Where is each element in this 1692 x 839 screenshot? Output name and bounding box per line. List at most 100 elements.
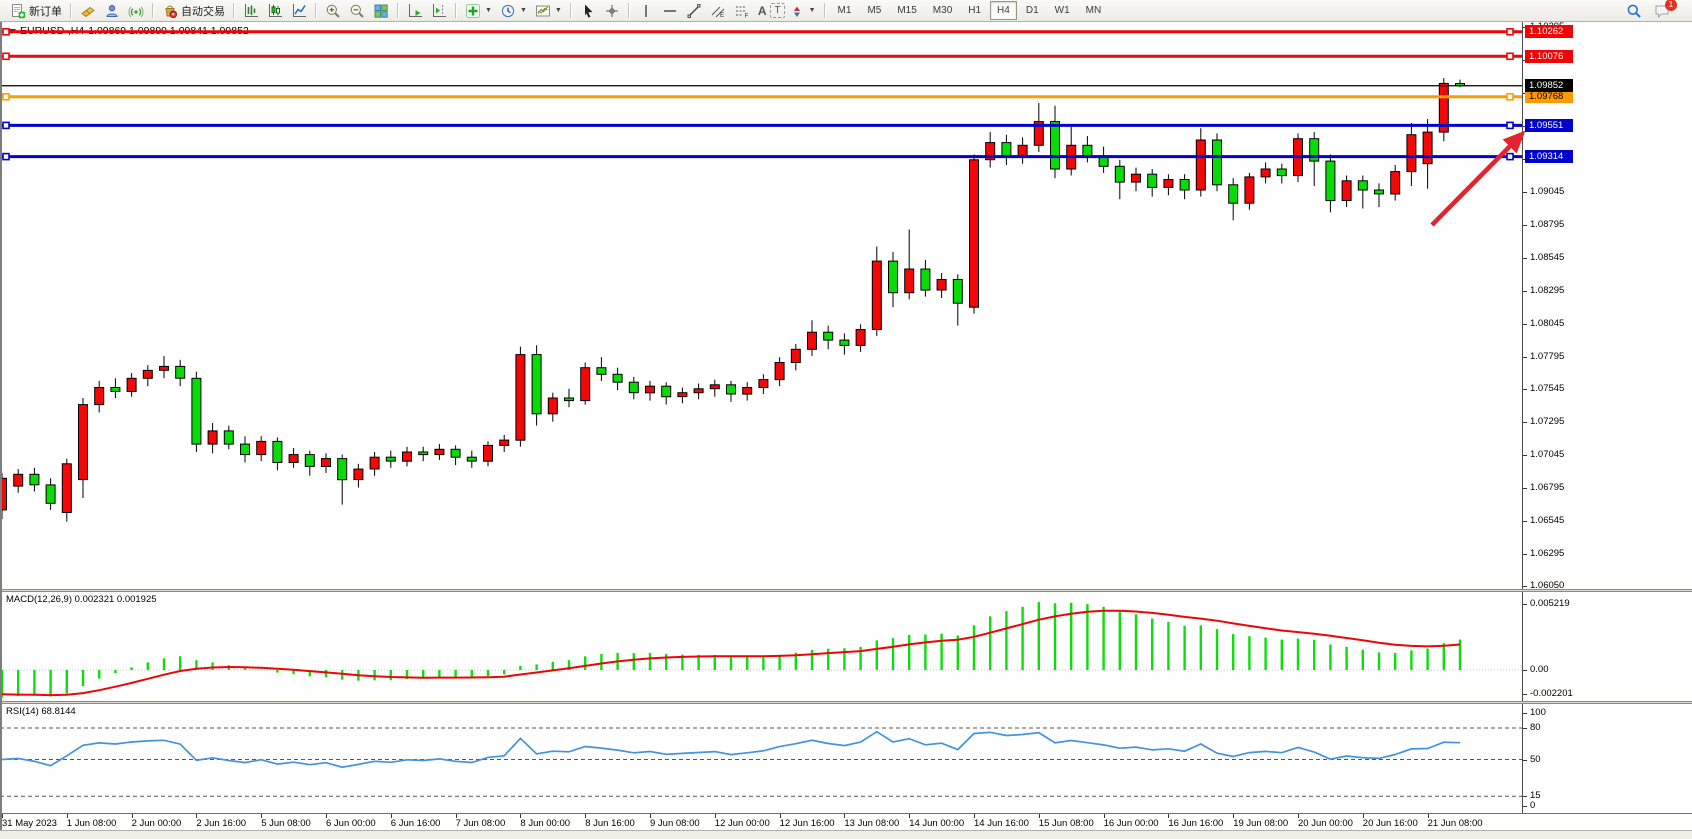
- auto-scroll-button[interactable]: [403, 1, 427, 21]
- periods-button[interactable]: ▼: [496, 1, 531, 21]
- time-axis-tick-mark: [1427, 814, 1429, 818]
- price-axis-tick-label: 1.07545: [1530, 383, 1565, 394]
- new-order-icon: [12, 3, 26, 18]
- price-pane-canvas[interactable]: [0, 22, 1692, 589]
- chevron-down-icon: ▼: [808, 7, 816, 14]
- axis-tick-mark: [1523, 291, 1527, 292]
- timeframe-button-h4[interactable]: H4: [990, 1, 1017, 20]
- zoom-out-button[interactable]: [345, 1, 369, 21]
- hline-price-badge: 1.10076: [1525, 50, 1573, 63]
- cursor-tool-button[interactable]: [576, 1, 600, 21]
- axis-tick-mark: [1523, 357, 1527, 358]
- channel-tool-button[interactable]: E: [706, 1, 730, 21]
- price-axis-tick-label: 1.07795: [1530, 351, 1565, 362]
- axis-tick-mark: [1523, 796, 1527, 797]
- time-axis[interactable]: 31 May 2023 1 Jun 08:00 2 Jun 00:00 2 Jun 1…: [0, 813, 1692, 831]
- rsi-level-label: 15: [1530, 790, 1541, 801]
- chart-line-button[interactable]: [287, 1, 311, 21]
- chart-candles-button[interactable]: [263, 1, 287, 21]
- bar-chart-icon: [245, 3, 258, 17]
- tile-windows-button[interactable]: [369, 1, 393, 21]
- crosshair-tool-button[interactable]: [600, 1, 624, 21]
- svg-text:E: E: [720, 12, 725, 19]
- rsi-level-label: 80: [1530, 722, 1541, 733]
- price-axis-tick-label: 1.08795: [1530, 219, 1565, 230]
- time-axis-label: 1 Jun 08:00: [66, 818, 117, 829]
- text-label-icon: T: [774, 5, 781, 16]
- chevron-down-icon: ▼: [485, 7, 492, 14]
- chevron-down-icon: ▼: [554, 7, 562, 14]
- time-axis-tick-mark: [844, 814, 846, 818]
- timeframe-button-d1[interactable]: D1: [1025, 5, 1039, 16]
- autotrading-icon: [165, 5, 178, 18]
- price-axis-tick-label: 1.07295: [1530, 416, 1565, 427]
- rsi-pane-canvas[interactable]: [0, 704, 1522, 813]
- vertical-line-icon: [645, 4, 647, 17]
- chart-shift-button[interactable]: [427, 1, 451, 21]
- macd-pane-canvas[interactable]: [0, 592, 1522, 701]
- axis-tick-mark: [1523, 422, 1527, 423]
- timeframe-button-m1[interactable]: M1: [837, 5, 852, 16]
- time-axis-label: 31 May 2023: [2, 818, 57, 829]
- timeframe-button-m30[interactable]: M30: [932, 5, 953, 16]
- trendline-tool-button[interactable]: [682, 1, 706, 21]
- text-label-tool-button[interactable]: T: [770, 3, 785, 18]
- text-tool-button[interactable]: A: [754, 1, 771, 21]
- timeframe-button-m15[interactable]: M15: [897, 5, 917, 16]
- timeframe-button-h1[interactable]: H1: [968, 5, 982, 16]
- timeframe-button-w1[interactable]: W1: [1054, 5, 1070, 16]
- price-axis-tick-label: 1.06295: [1530, 548, 1565, 559]
- new-order-button[interactable]: 新订单: [6, 1, 66, 21]
- arrows-tool-button[interactable]: ▼: [785, 1, 820, 21]
- chart-bars-button[interactable]: [239, 1, 263, 21]
- notifications-button[interactable]: 1: [1654, 0, 1677, 19]
- current-price-badge: 1.09852: [1525, 79, 1573, 92]
- hline-price-badge: 1.09551: [1525, 119, 1573, 132]
- templates-button[interactable]: ▼: [531, 1, 566, 21]
- price-axis-tick-label: 1.08045: [1530, 318, 1565, 329]
- macd-values: 0.002321 0.001925: [74, 594, 157, 605]
- time-axis-tick-mark: [1298, 814, 1299, 818]
- indicators-button[interactable]: ▼: [461, 1, 496, 21]
- rsi-level-label: 100: [1530, 707, 1546, 718]
- time-axis-label: 12 Jun 00:00: [714, 818, 770, 829]
- horizontal-line-tool-button[interactable]: [658, 1, 682, 21]
- market-watch-gold-button[interactable]: [76, 1, 100, 21]
- toolbar-separator: [455, 3, 457, 18]
- time-axis-tick-mark: [585, 814, 587, 818]
- time-axis-label: 7 Jun 08:00: [455, 818, 506, 829]
- macd-scale-zero: 0.00: [1530, 664, 1549, 675]
- time-axis-tick-mark: [326, 814, 327, 818]
- time-axis-label: 8 Jun 00:00: [520, 818, 571, 829]
- community-button[interactable]: [100, 1, 124, 21]
- template-chart-icon: [535, 5, 550, 16]
- macd-scale-min: -0.002201: [1530, 688, 1573, 699]
- timeframe-button-m5[interactable]: M5: [867, 5, 882, 16]
- pane-splitter[interactable]: [0, 589, 1692, 592]
- price-axis-tick-label: 1.07045: [1530, 449, 1565, 460]
- zoom-in-button[interactable]: [321, 1, 345, 21]
- timeframe-button-mn[interactable]: MN: [1085, 5, 1102, 16]
- fibonacci-tool-button[interactable]: F: [730, 1, 754, 21]
- gold-bars-icon: [81, 6, 95, 17]
- time-axis-tick-mark: [261, 814, 263, 818]
- price-axis[interactable]: 1.102951.100451.097951.095451.092951.090…: [1522, 21, 1692, 813]
- time-axis-tick-mark: [520, 814, 522, 818]
- vertical-line-tool-button[interactable]: [634, 1, 658, 21]
- macd-scale-max: 0.005219: [1530, 598, 1570, 609]
- search-icon[interactable]: [1626, 3, 1642, 19]
- time-axis-tick-mark: [131, 814, 133, 818]
- axis-tick-mark: [1523, 694, 1527, 695]
- autotrading-button[interactable]: 自动交易: [158, 1, 229, 21]
- axis-tick-mark: [1523, 728, 1527, 729]
- notification-badge: 1: [1665, 0, 1677, 11]
- axis-tick-mark: [1523, 258, 1527, 259]
- time-axis-tick-mark: [2, 814, 3, 818]
- text-tool-icon: A: [757, 3, 767, 18]
- axis-tick-mark: [1523, 455, 1527, 456]
- signal-waves-icon: [128, 6, 144, 17]
- price-axis-tick-label: 1.06795: [1530, 482, 1565, 493]
- time-axis-label: 8 Jun 16:00: [585, 818, 635, 829]
- signals-button[interactable]: [124, 1, 148, 21]
- pane-splitter[interactable]: [0, 701, 1692, 704]
